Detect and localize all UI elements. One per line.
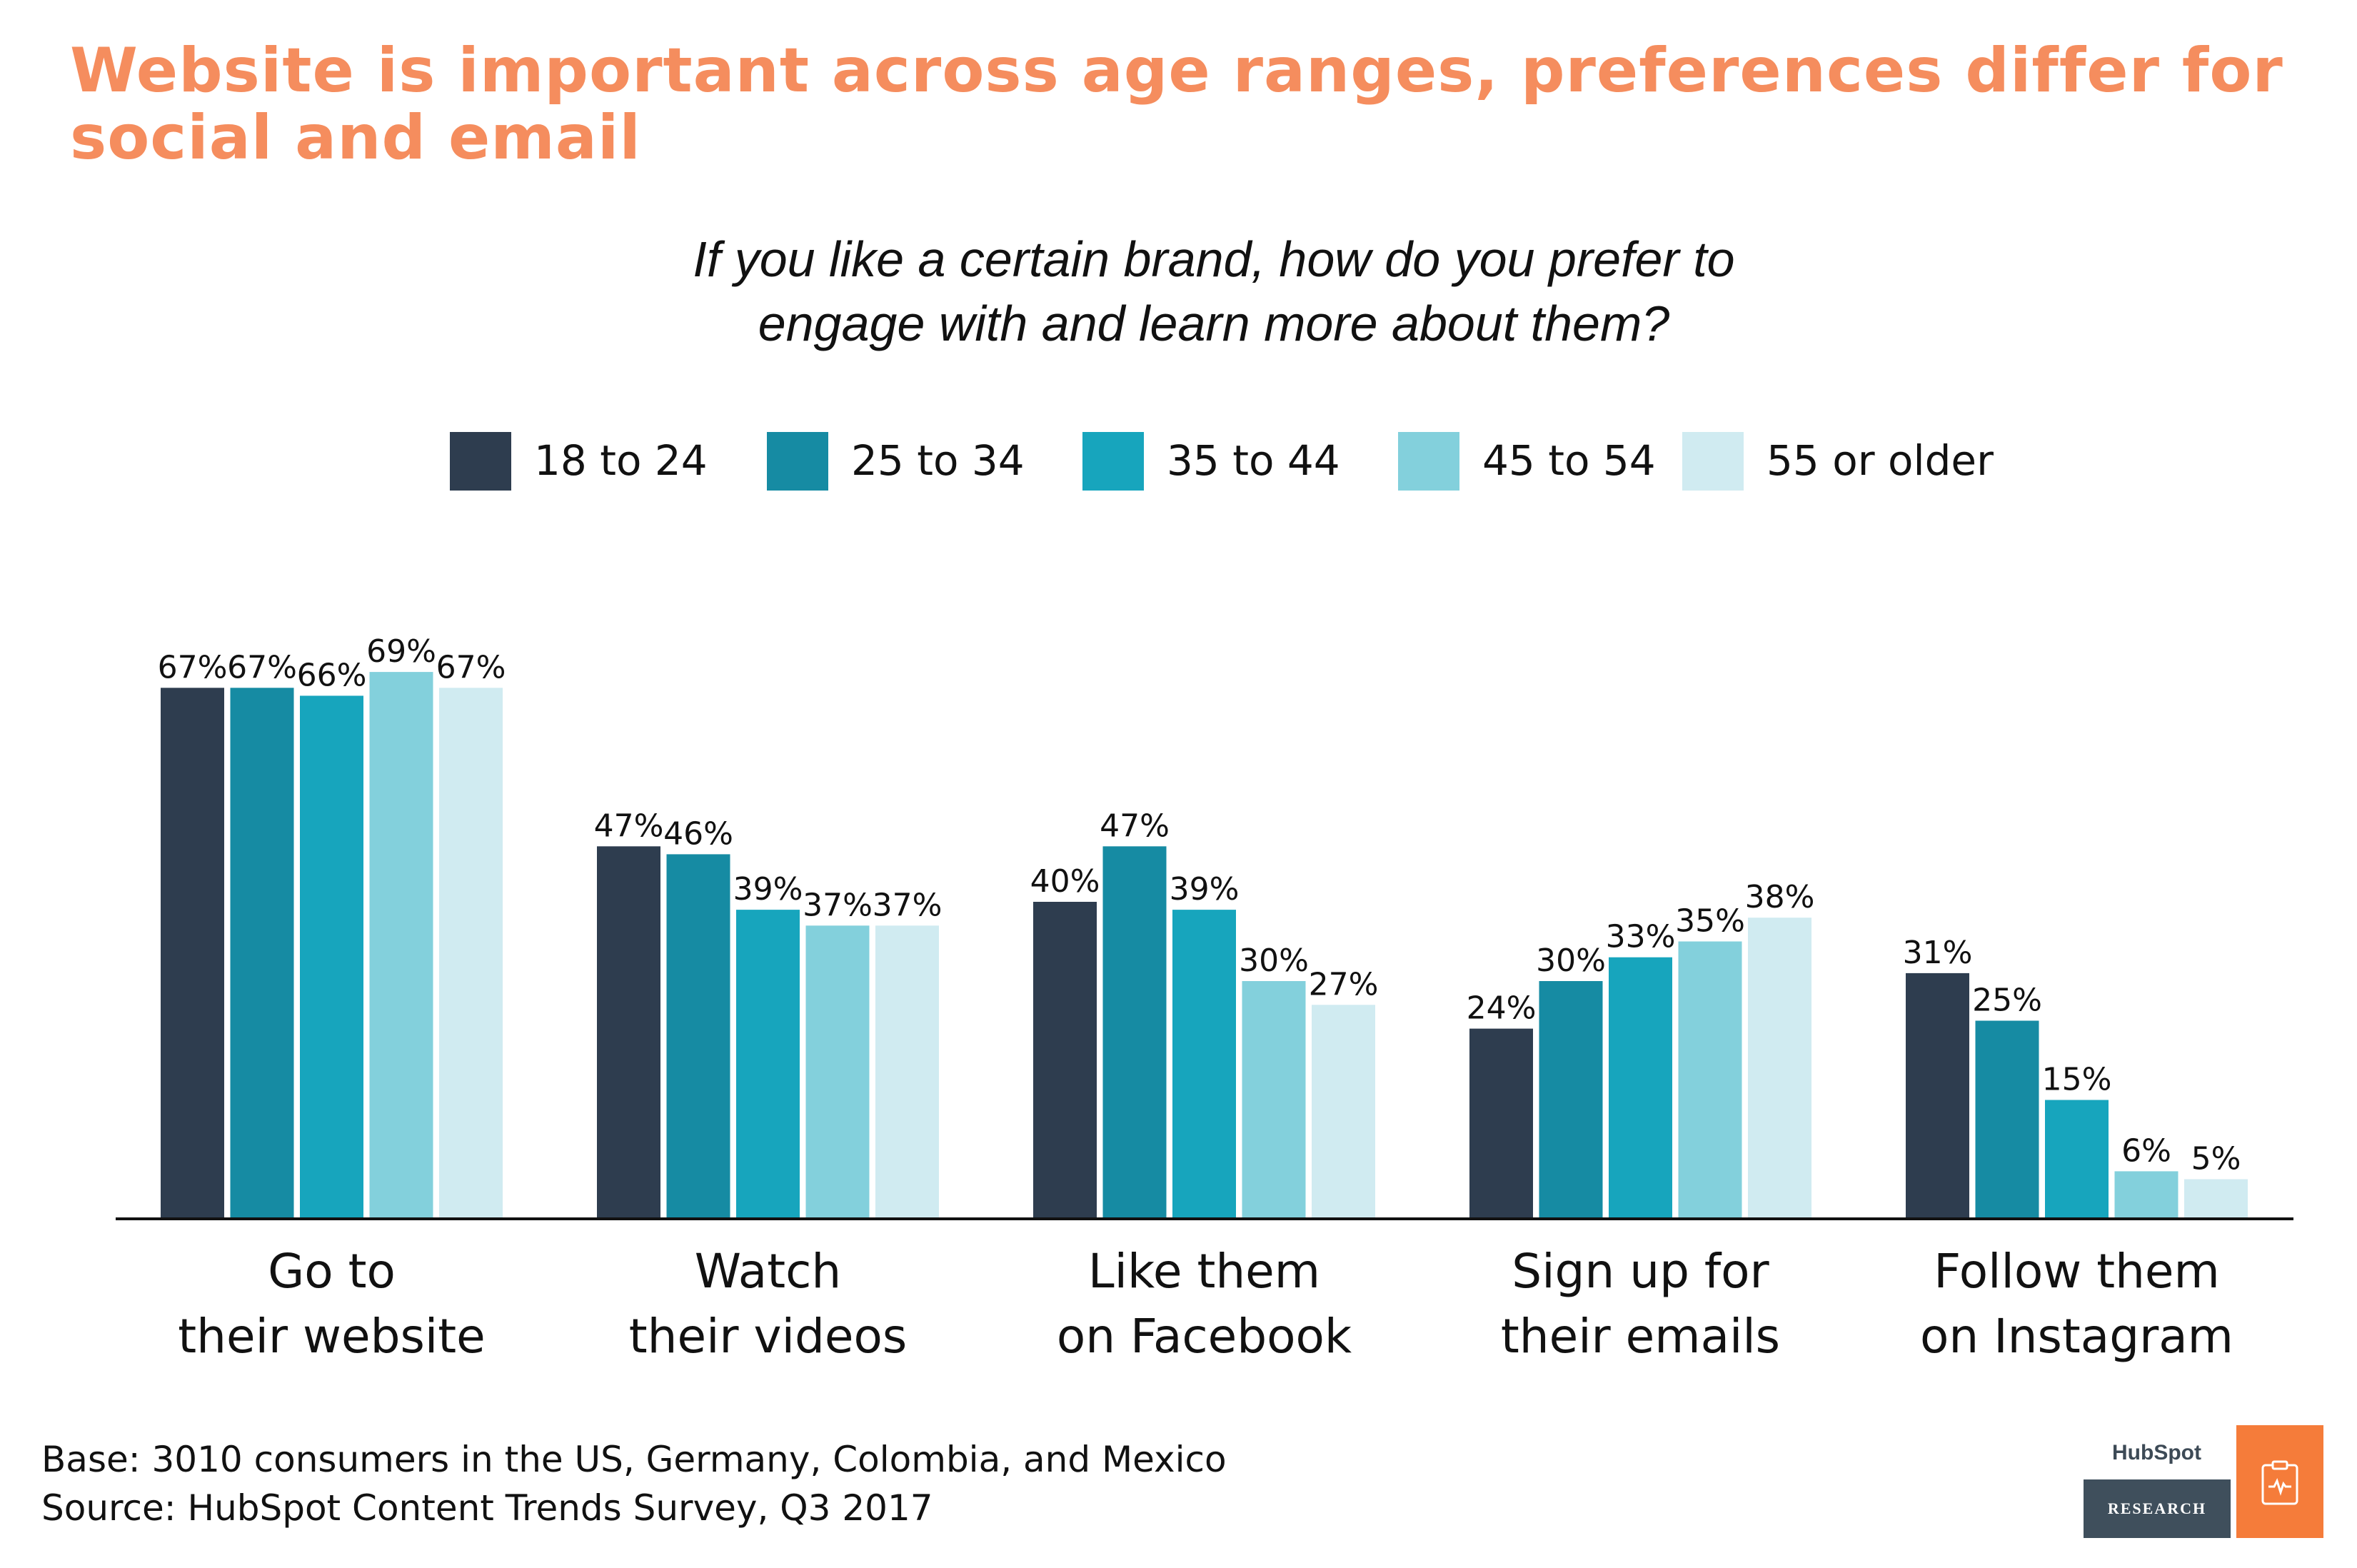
category-label: on Facebook xyxy=(1057,1309,1352,1364)
bar-value-label: 35% xyxy=(1675,903,1745,940)
category-label: Sign up for xyxy=(1512,1244,1769,1299)
logo-research-text: RESEARCH xyxy=(2107,1499,2207,1517)
bar xyxy=(1906,973,1969,1219)
clipboard-icon xyxy=(2236,1425,2323,1538)
chart-title: Website is important across age ranges, … xyxy=(70,35,2283,174)
category-label: their emails xyxy=(1501,1309,1780,1364)
bar-value-label: 66% xyxy=(297,657,367,693)
category-label: Go to xyxy=(268,1244,396,1299)
bar xyxy=(439,688,503,1219)
bar xyxy=(1102,846,1167,1219)
subtitle-line-2: engage with and learn more about them? xyxy=(758,296,1670,351)
category-label: Watch xyxy=(695,1244,841,1299)
bar-value-label: 37% xyxy=(803,887,873,923)
bar-value-label: 30% xyxy=(1536,943,1606,979)
bar xyxy=(300,695,363,1219)
bar xyxy=(161,688,224,1219)
bar xyxy=(1172,910,1236,1219)
legend-label: 55 or older xyxy=(1767,436,1994,485)
footer: Base: 3010 consumers in the US, Germany,… xyxy=(41,1435,1227,1532)
bar xyxy=(2114,1171,2178,1219)
bar xyxy=(1469,1028,1533,1219)
footer-source: Source: HubSpot Content Trends Survey, Q… xyxy=(41,1487,933,1529)
legend-swatch xyxy=(1398,432,1459,491)
chart-subtitle: If you like a certain brand, how do you … xyxy=(607,227,1821,356)
category-label: their videos xyxy=(629,1309,907,1364)
bar xyxy=(2045,1100,2109,1219)
legend-label: 25 to 34 xyxy=(851,436,1025,485)
bar-value-label: 37% xyxy=(873,887,943,923)
bar-value-label: 30% xyxy=(1239,943,1309,979)
bar xyxy=(1539,981,1603,1219)
bar-value-label: 67% xyxy=(436,649,506,685)
category-label: Follow them xyxy=(1934,1244,2220,1299)
bar-value-label: 67% xyxy=(227,649,297,685)
bar xyxy=(666,854,730,1219)
bar xyxy=(1975,1020,2039,1219)
legend-label: 45 to 54 xyxy=(1482,436,1656,485)
bar xyxy=(2184,1179,2248,1219)
bar xyxy=(1748,918,1811,1219)
hubspot-research-logo: HubSpot RESEARCH xyxy=(2084,1425,2323,1538)
legend-label: 35 to 44 xyxy=(1167,436,1340,485)
legend-swatch xyxy=(450,432,511,491)
legend-swatch xyxy=(767,432,828,491)
bar-value-label: 5% xyxy=(2191,1141,2241,1177)
bar-value-label: 25% xyxy=(1972,982,2042,1019)
logo-brand-text: HubSpot xyxy=(2112,1441,2201,1464)
bar-value-label: 31% xyxy=(1903,935,1973,971)
bar-value-label: 46% xyxy=(663,815,733,852)
bar-value-label: 15% xyxy=(2042,1062,2112,1098)
bar-value-label: 27% xyxy=(1309,966,1379,1002)
bar-value-label: 38% xyxy=(1745,879,1815,915)
bar-value-label: 39% xyxy=(733,871,803,908)
category-label: Like them xyxy=(1088,1244,1320,1299)
bar-value-label: 47% xyxy=(594,808,664,844)
category-label: on Instagram xyxy=(1920,1309,2233,1364)
bar xyxy=(1678,941,1742,1219)
category-label: their website xyxy=(178,1309,485,1364)
bar-value-label: 69% xyxy=(366,633,436,670)
bar xyxy=(1033,902,1097,1219)
bar xyxy=(369,672,433,1219)
bar-value-label: 40% xyxy=(1030,863,1100,900)
legend-label: 18 to 24 xyxy=(534,436,708,485)
bar-value-label: 24% xyxy=(1467,990,1537,1027)
subtitle-line-1: If you like a certain brand, how do you … xyxy=(693,231,1735,287)
bar xyxy=(597,846,660,1219)
bar xyxy=(875,925,939,1219)
bar-value-label: 67% xyxy=(158,649,228,685)
bar xyxy=(1242,981,1306,1219)
bar xyxy=(1609,957,1672,1219)
bar xyxy=(736,910,800,1219)
bar-value-label: 39% xyxy=(1170,871,1240,908)
bar xyxy=(230,688,294,1219)
bar-value-label: 47% xyxy=(1100,808,1170,844)
bar xyxy=(805,925,870,1219)
bar-value-label: 33% xyxy=(1606,919,1676,955)
footer-base: Base: 3010 consumers in the US, Germany,… xyxy=(41,1439,1227,1480)
bar xyxy=(1312,1005,1375,1219)
bars-group xyxy=(161,672,2248,1219)
legend-swatch xyxy=(1682,432,1744,491)
legend-swatch xyxy=(1082,432,1144,491)
bar-value-label: 6% xyxy=(2121,1132,2171,1169)
